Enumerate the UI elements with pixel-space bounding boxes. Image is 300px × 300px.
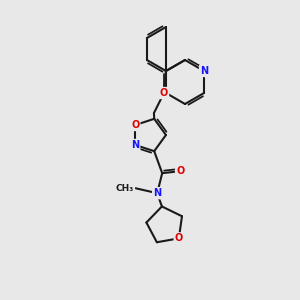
Text: N: N <box>153 188 161 198</box>
Text: O: O <box>131 120 139 130</box>
Text: N: N <box>200 66 208 76</box>
Text: O: O <box>176 166 184 176</box>
Text: CH₃: CH₃ <box>116 184 134 193</box>
Text: O: O <box>160 88 168 98</box>
Text: O: O <box>175 233 183 243</box>
Text: N: N <box>131 140 139 150</box>
